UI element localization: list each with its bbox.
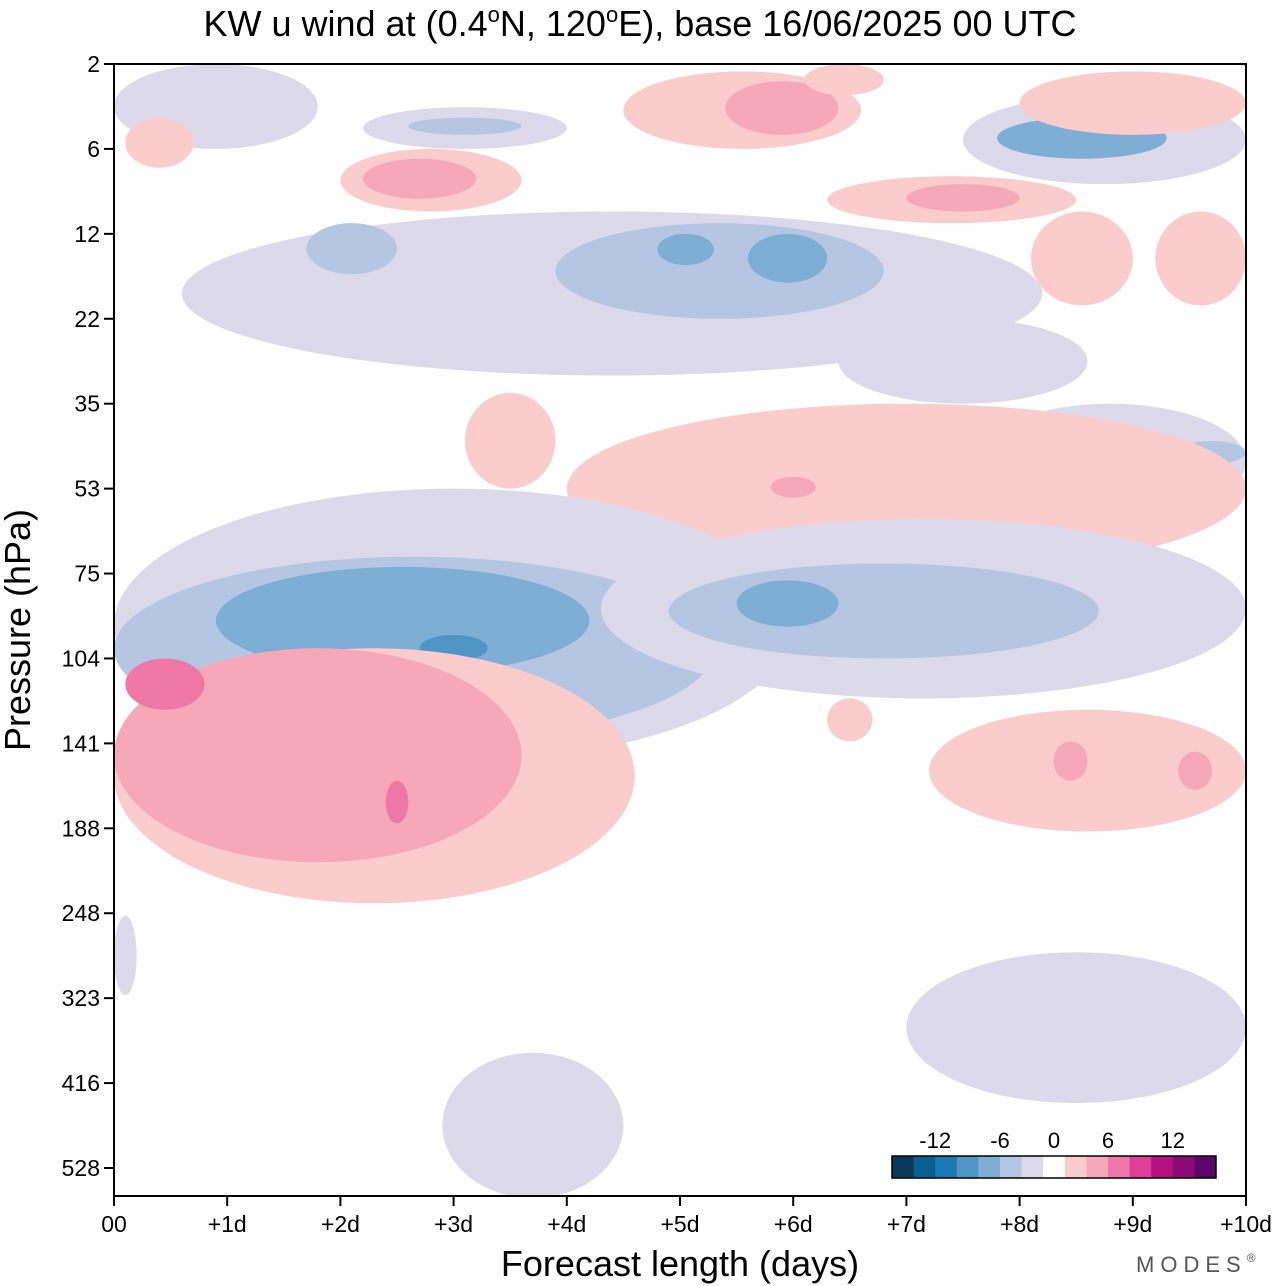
y-tick-label-248: 248 (62, 900, 100, 926)
contour-region-24 (464, 392, 556, 489)
y-tick-label-22: 22 (74, 306, 100, 332)
contour-region-26 (770, 476, 816, 498)
colorbar-label-1: -6 (990, 1128, 1010, 1153)
colorbar-swatch-10 (1108, 1156, 1131, 1178)
colorbar: -12 -6 0 6 12 (891, 1128, 1217, 1179)
colorbar-swatch-14 (1194, 1156, 1217, 1178)
contour-region-34 (736, 580, 839, 627)
title-part-2: N, 120 (500, 3, 606, 44)
watermark-registered-mark: ® (1247, 1251, 1262, 1265)
x-tick-label-5: +5d (660, 1211, 699, 1237)
contour-region-42 (1178, 751, 1213, 790)
x-tick-label-7: +7d (887, 1211, 926, 1237)
y-tick-label-416: 416 (62, 1070, 100, 1096)
x-tick-label-8: +8d (1000, 1211, 1039, 1237)
contour-region-3 (125, 117, 194, 168)
contour-region-11 (1019, 71, 1246, 135)
contour-region-19 (657, 233, 714, 266)
y-tick-label-141: 141 (62, 730, 100, 756)
chart-title: KW u wind at (0.4oN, 120oE), base 16/06/… (204, 2, 1077, 44)
contour-region-14 (1030, 211, 1133, 306)
title-part-1: KW u wind at (0.4 (204, 3, 488, 44)
y-axis-label: Pressure (hPa) (0, 509, 38, 751)
x-tick-label-3: +3d (434, 1211, 473, 1237)
contour-region-5 (363, 158, 477, 199)
y-tick-label-12: 12 (74, 221, 100, 247)
y-tick-label-6: 6 (87, 136, 100, 162)
contour-region-15 (1155, 211, 1246, 306)
colorbar-swatch-4 (978, 1156, 1001, 1178)
contour-region-18 (555, 223, 884, 319)
contour-regions (114, 64, 1246, 1196)
contour-region-2 (408, 117, 522, 135)
contour-region-40 (929, 709, 1246, 832)
colorbar-frame (891, 1155, 1217, 1179)
x-axis: 00 +1d +2d +3d +4d +5d +6d +7d +8d +9d +10d (101, 1196, 1272, 1237)
colorbar-swatch-3 (956, 1156, 979, 1178)
x-tick-label-4: +4d (547, 1211, 586, 1237)
colorbar-swatch-12 (1151, 1156, 1174, 1178)
colorbar-swatch-1 (913, 1156, 936, 1178)
y-tick-label-528: 528 (62, 1155, 100, 1181)
y-tick-label-188: 188 (62, 815, 100, 841)
y-axis: 2 6 12 22 35 53 75 104 141 188 248 323 416 528 (62, 51, 114, 1181)
contour-region-41 (1053, 741, 1088, 781)
colorbar-label-0: -12 (919, 1128, 951, 1153)
x-tick-label-1: +1d (208, 1211, 247, 1237)
colorbar-swatch-0 (892, 1156, 915, 1178)
contour-region-38 (385, 780, 409, 824)
colorbar-swatch-8 (1064, 1156, 1087, 1178)
contour-region-37 (125, 658, 205, 710)
contour-region-8 (804, 64, 884, 96)
watermark-text: MODES (1136, 1252, 1247, 1277)
colorbar-swatch-2 (935, 1156, 958, 1178)
contour-region-20 (747, 233, 828, 283)
contour-region-45 (442, 1052, 624, 1196)
x-tick-label-6: +6d (774, 1211, 813, 1237)
contour-region-21 (838, 318, 1088, 404)
title-degree-1: o (488, 2, 500, 27)
y-tick-label-104: 104 (62, 645, 101, 671)
modes-watermark: MODES® (1136, 1251, 1262, 1277)
contour-region-17 (306, 223, 397, 275)
title-degree-2: o (606, 2, 618, 27)
colorbar-swatch-6 (1021, 1156, 1044, 1178)
x-tick-label-0: 00 (101, 1211, 127, 1237)
colorbar-swatch-7 (1043, 1156, 1066, 1178)
x-tick-label-10: +10d (1220, 1211, 1272, 1237)
x-tick-label-2: +2d (321, 1211, 360, 1237)
y-tick-label-323: 323 (62, 985, 100, 1011)
colorbar-label-2: 0 (1048, 1128, 1060, 1153)
contour-region-7 (725, 81, 839, 135)
x-axis-label: Forecast length (days) (501, 1243, 859, 1284)
contour-region-30 (215, 566, 590, 675)
y-tick-label-53: 53 (74, 476, 100, 502)
contour-region-44 (906, 952, 1246, 1104)
y-tick-label-75: 75 (74, 561, 100, 587)
colorbar-label-3: 6 (1102, 1128, 1114, 1153)
contour-region-13 (906, 184, 1020, 212)
colorbar-swatch-9 (1086, 1156, 1109, 1178)
contour-region-43 (114, 915, 137, 996)
contour-region-33 (668, 563, 1099, 659)
title-part-3: E), base 16/06/2025 00 UTC (618, 3, 1076, 44)
y-tick-label-35: 35 (74, 391, 100, 417)
contour-region-36 (114, 648, 522, 863)
colorbar-swatch-11 (1129, 1156, 1152, 1178)
colorbar-label-4: 12 (1161, 1128, 1185, 1153)
colorbar-swatch-13 (1172, 1156, 1195, 1178)
colorbar-swatch-5 (1000, 1156, 1023, 1178)
y-tick-label-2: 2 (87, 51, 100, 77)
x-tick-label-9: +9d (1113, 1211, 1152, 1237)
contour-region-39 (827, 698, 873, 742)
